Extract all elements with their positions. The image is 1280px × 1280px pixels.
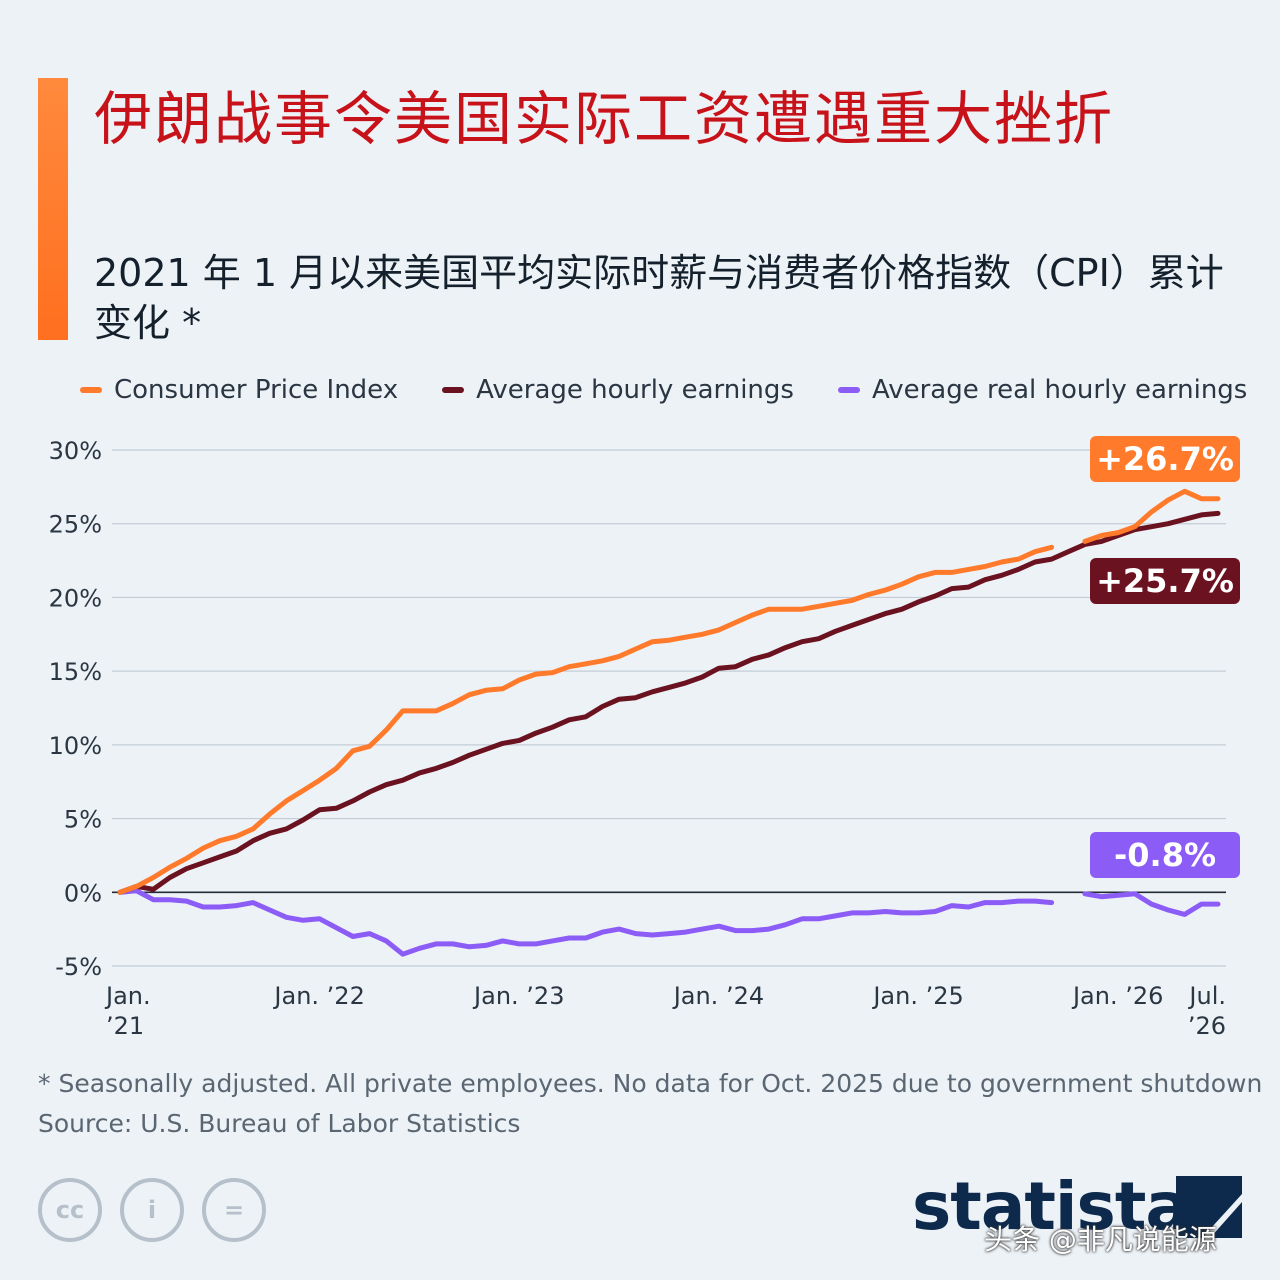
- statista-logo-mark-icon: [1176, 1176, 1242, 1238]
- x-tick-label: Jan. ’26: [1071, 982, 1163, 1010]
- x-tick-label: Jan. ’25: [871, 982, 963, 1010]
- end-label-badge-real-earnings: [1090, 832, 1240, 878]
- end-label-cpi: +26.7%: [1096, 440, 1234, 478]
- accent-bar: [38, 78, 68, 340]
- no-derivatives-icon[interactable]: =: [202, 1178, 266, 1242]
- series-line-earnings: [117, 510, 1221, 895]
- chart-legend: Consumer Price Index Average hourly earn…: [80, 370, 1280, 410]
- legend-swatch-real-earnings: [837, 387, 860, 393]
- legend-label-cpi: Consumer Price Index: [114, 375, 399, 405]
- footnote: * Seasonally adjusted. All private emplo…: [38, 1064, 1262, 1144]
- x-tick-label-line2: ’26: [1188, 1012, 1226, 1040]
- watermark-text: 头条 @非凡说能源: [984, 1223, 1217, 1256]
- legend-label-earnings: Average hourly earnings: [476, 375, 794, 405]
- license-icons: cc i =: [38, 1178, 284, 1242]
- end-label-badge-earnings: [1090, 558, 1240, 604]
- series-line-cpi: [117, 544, 1055, 895]
- series-line-real-earnings: [1082, 891, 1221, 917]
- end-label-earnings: +25.7%: [1096, 562, 1234, 600]
- footnote-text: * Seasonally adjusted. All private emplo…: [38, 1069, 1263, 1098]
- legend-item-real-earnings: Average real hourly earnings: [837, 375, 1248, 405]
- series-line-real-earnings: [117, 888, 1055, 957]
- x-tick-label: Jan. ’24: [672, 982, 764, 1010]
- y-tick-label: 25%: [49, 511, 102, 539]
- chart-subtitle: 2021 年 1 月以来美国平均实际时薪与消费者价格指数（CPI）累计变化 *: [94, 251, 1224, 345]
- legend-item-cpi: Consumer Price Index: [80, 375, 398, 405]
- legend-swatch-cpi: [80, 387, 102, 393]
- y-tick-label: 5%: [64, 806, 102, 834]
- y-tick-label: 10%: [49, 732, 102, 760]
- y-tick-label: 20%: [49, 584, 102, 612]
- end-label-badge-cpi: [1090, 436, 1240, 482]
- legend-label-real-earnings: Average real hourly earnings: [871, 375, 1248, 405]
- x-tick-label-line2: ’21: [106, 1012, 144, 1040]
- legend-swatch-earnings: [442, 387, 465, 393]
- x-tick-label: Jan. ’23: [472, 982, 564, 1010]
- page-title: 伊朗战事令美国实际工资遭遇重大挫折: [94, 85, 1115, 153]
- cc-icon[interactable]: cc: [38, 1178, 102, 1242]
- y-tick-label: 30%: [49, 437, 102, 465]
- y-tick-label: -5%: [55, 953, 102, 981]
- source-text: Source: U.S. Bureau of Labor Statistics: [38, 1109, 521, 1138]
- y-tick-label: 15%: [49, 658, 102, 686]
- statista-logo[interactable]: statista: [912, 1168, 1190, 1245]
- x-tick-label: Jan.: [104, 982, 151, 1010]
- end-label-real-earnings: -0.8%: [1114, 836, 1216, 874]
- legend-item-earnings: Average hourly earnings: [442, 375, 794, 405]
- series-line-cpi: [1082, 488, 1221, 544]
- y-tick-label: 0%: [64, 879, 102, 907]
- attribution-icon[interactable]: i: [120, 1178, 184, 1242]
- line-chart: 30% 25% 20% 15% 10% 5% 0% -5%Jan.’21 Jan. ’22 Jan…: [49, 436, 1240, 1040]
- x-tick-label: Jan. ’22: [272, 982, 364, 1010]
- x-tick-label: Jul.: [1187, 982, 1226, 1010]
